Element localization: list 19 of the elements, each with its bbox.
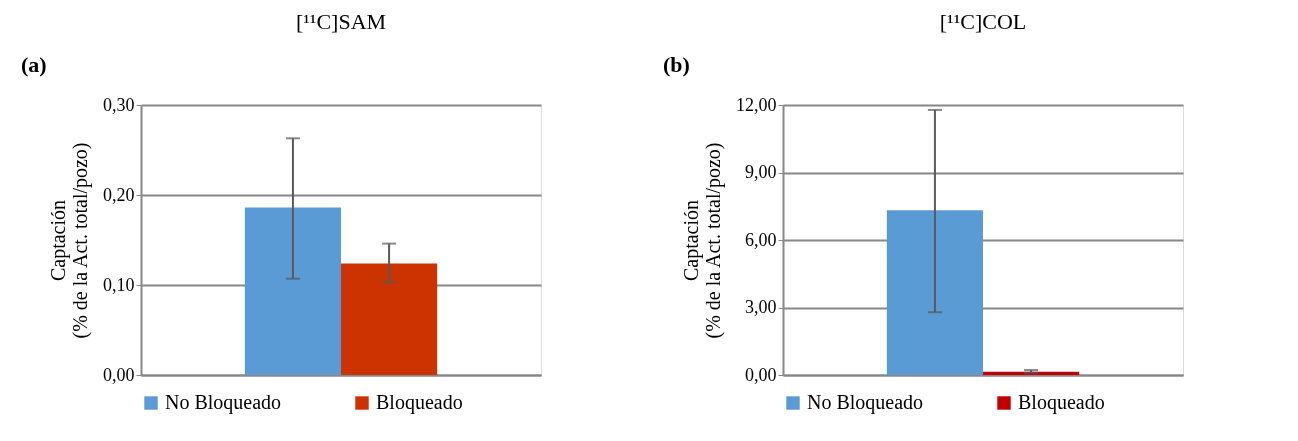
chart-title: [¹¹C]COL [939, 9, 1027, 34]
legend-label: Bloqueado [376, 391, 463, 414]
y-tick-label: 9,00 [745, 162, 777, 182]
y-axis-title: Captación (% de la Act. total/pozo) [47, 142, 92, 339]
legend-label: No Bloqueado [807, 391, 924, 414]
text: (b) [663, 52, 690, 77]
legend-label: No Bloqueado [165, 391, 282, 414]
y-tick-label: 6,00 [745, 229, 777, 250]
text: (a) [21, 52, 47, 77]
y-tick-label: 0,00 [745, 364, 777, 385]
y-tick-label: 0,20 [103, 184, 135, 205]
y-tick-label: 3,00 [745, 297, 777, 317]
chart-title: [¹¹C]SAM [295, 9, 387, 34]
y-axis-title: Captación (% de la Act. total/pozo) [680, 142, 725, 339]
y-tick-label: 12,00 [736, 94, 777, 115]
y-tick-label: 0,30 [103, 94, 135, 115]
y-tick-label: 0,00 [103, 364, 135, 385]
y-tick-label: 0,10 [103, 274, 135, 295]
legend-label: Bloqueado [1018, 391, 1105, 414]
